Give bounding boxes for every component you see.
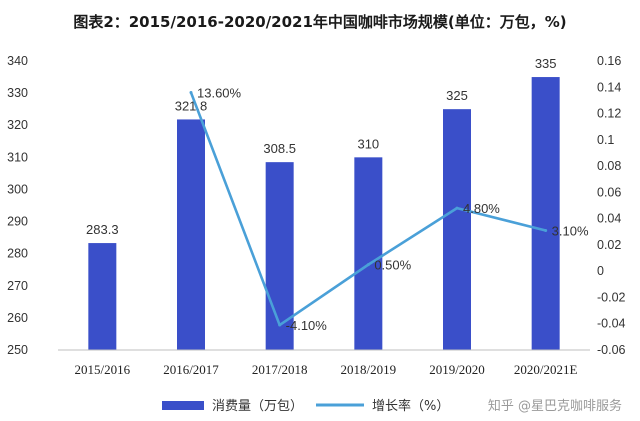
bar-value-label: 308.5 [263,141,296,156]
bar [531,77,560,351]
bar [354,157,383,350]
line-series [189,91,548,327]
line-point [189,91,193,95]
legend-line-label: 增长率（%） [372,398,449,414]
right-tick-label: 0.16 [597,54,621,68]
left-tick-label: 310 [7,150,28,164]
x-tick-label: 2020/2021E [514,362,578,377]
right-tick-label: -0.02 [597,290,626,304]
right-tick-label: 0.1 [597,133,614,147]
left-tick-label: 340 [7,54,28,68]
right-tick-label: 0.06 [597,185,621,199]
right-tick-label: 0 [597,264,604,278]
bar [443,109,471,351]
left-tick-label: 260 [7,311,28,325]
right-tick-label: -0.04 [597,317,626,331]
line-data-labels: 13.60% -4.10% 0.50% 4.80% 3.10% [197,86,589,334]
left-tick-label: 280 [7,247,28,261]
legend-bar-label: 消费量（万包） [212,399,303,414]
line-point [278,323,282,327]
line-value-label: -4.10% [286,318,328,333]
bar-data-labels: 283.3 321.8 308.5 310 325 335 [86,56,556,237]
bar-value-label: 310 [357,136,379,151]
x-tick-label: 2017/2018 [252,362,308,377]
line-value-label: 3.10% [552,223,589,238]
left-tick-label: 270 [7,279,28,293]
left-tick-label: 250 [7,343,28,357]
line-point [455,206,459,210]
x-tick-label: 2015/2016 [75,362,131,377]
x-tick-label: 2018/2019 [341,362,397,377]
bar-value-label: 283.3 [86,222,119,237]
left-tick-label: 320 [7,118,28,132]
left-tick-label: 330 [7,86,28,100]
left-tick-label: 290 [7,215,28,229]
x-tick-label: 2019/2020 [429,362,485,377]
legend: 消费量（万包） 增长率（%） [162,398,449,414]
x-axis: 2015/2016 2016/2017 2017/2018 2018/2019 2019… [58,349,590,377]
x-tick-label: 2016/2017 [163,362,219,377]
bar-value-label: 325 [446,88,468,103]
line-value-label: 4.80% [463,201,500,216]
line-value-label: 0.50% [374,258,411,273]
right-tick-label: 0.02 [597,238,621,252]
watermark-text: 知乎 @星巴克咖啡服务 [488,398,622,414]
bar-value-label: 321.8 [175,98,208,113]
bar-value-label: 335 [535,56,557,71]
right-tick-label: -0.06 [597,343,626,357]
bar [88,243,117,350]
right-tick-label: 0.14 [597,80,621,94]
line-point [544,228,548,232]
right-axis: -0.06 -0.04 -0.02 0 0.02 0.04 0.06 0.08 0.1 0.12 0… [597,54,626,357]
bar-series [88,77,560,351]
right-tick-label: 0.12 [597,107,621,121]
right-tick-label: 0.04 [597,212,621,226]
line-value-label: 13.60% [197,86,242,101]
right-tick-label: 0.08 [597,159,621,173]
line-point [366,263,370,267]
legend-bar-swatch [162,401,204,410]
left-tick-label: 300 [7,182,28,196]
chart-title: 图表2：2015/2016-2020/2021年中国咖啡市场规模(单位：万包，%… [73,13,566,31]
left-axis: 250 260 270 280 290 300 310 320 330 340 [7,54,28,357]
bar [177,119,205,350]
